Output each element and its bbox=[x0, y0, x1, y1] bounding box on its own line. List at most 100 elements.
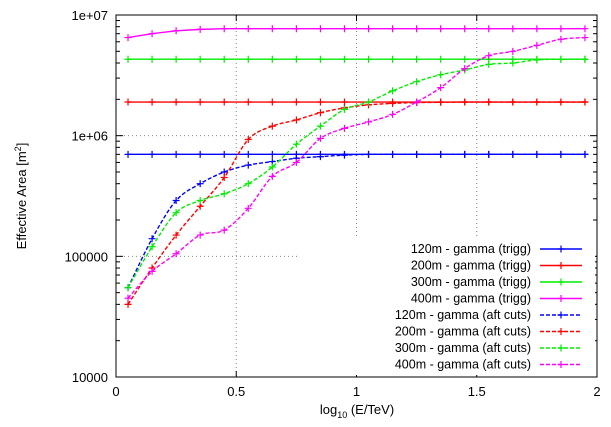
legend-marker bbox=[557, 262, 565, 269]
data-point bbox=[172, 197, 180, 205]
data-point bbox=[316, 134, 324, 142]
data-point bbox=[124, 300, 132, 308]
data-point bbox=[365, 150, 373, 158]
data-point bbox=[124, 294, 132, 302]
legend-marker bbox=[557, 245, 565, 253]
legend-label: 400m - gamma (aft cuts) bbox=[395, 358, 531, 372]
data-point bbox=[268, 98, 276, 106]
data-point bbox=[437, 98, 445, 106]
data-point bbox=[581, 34, 589, 42]
data-point bbox=[485, 150, 493, 158]
legend-label: 300m - gamma (trigg) bbox=[411, 275, 531, 289]
data-point bbox=[268, 150, 276, 158]
data-point bbox=[196, 231, 204, 239]
data-point bbox=[196, 197, 204, 205]
legend-entry: 400m - gamma (aft cuts) bbox=[395, 358, 582, 372]
data-point bbox=[268, 163, 276, 171]
data-point bbox=[413, 25, 421, 33]
data-point bbox=[389, 99, 397, 107]
data-point bbox=[340, 151, 348, 159]
legend-entry: 200m - gamma (aft cuts) bbox=[395, 325, 582, 339]
legend-label: 200m - gamma (trigg) bbox=[411, 259, 531, 273]
data-point bbox=[340, 124, 348, 132]
data-point bbox=[316, 109, 324, 117]
data-point bbox=[389, 25, 397, 33]
data-point bbox=[461, 25, 469, 33]
data-point bbox=[244, 161, 252, 169]
data-point bbox=[220, 55, 228, 63]
data-point bbox=[389, 110, 397, 118]
data-point bbox=[509, 47, 517, 55]
data-point bbox=[533, 25, 541, 33]
data-point bbox=[316, 122, 324, 130]
data-point bbox=[220, 25, 228, 33]
series-8 bbox=[124, 34, 589, 302]
data-point bbox=[533, 150, 541, 158]
data-point bbox=[172, 150, 180, 158]
data-point bbox=[389, 150, 397, 158]
data-point bbox=[557, 25, 565, 33]
data-point bbox=[172, 98, 180, 106]
data-point bbox=[316, 98, 324, 106]
data-point bbox=[244, 98, 252, 106]
data-point bbox=[292, 98, 300, 106]
x-tick-label: 2 bbox=[593, 384, 600, 399]
x-tick-label: 0 bbox=[112, 384, 119, 399]
data-point bbox=[485, 25, 493, 33]
data-point bbox=[413, 78, 421, 86]
data-point bbox=[148, 243, 156, 251]
data-point bbox=[148, 235, 156, 243]
y-axis-label-main: Effective Area [m bbox=[14, 151, 29, 249]
data-point bbox=[557, 35, 565, 43]
x-axis-label: log10 (E/TeV) bbox=[320, 402, 394, 420]
legend-marker bbox=[557, 311, 565, 319]
legend-label: 400m - gamma (trigg) bbox=[411, 292, 531, 306]
x-tick-label: 0.5 bbox=[227, 384, 245, 399]
data-point bbox=[437, 25, 445, 33]
y-tick-label: 1e+07 bbox=[71, 8, 108, 23]
data-point bbox=[365, 55, 373, 63]
data-point bbox=[244, 55, 252, 63]
y-axis-label-end: ] bbox=[14, 143, 29, 147]
legend-marker bbox=[557, 295, 565, 302]
data-point bbox=[389, 55, 397, 63]
legend-entry: 400m - gamma (trigg) bbox=[411, 292, 582, 306]
data-point bbox=[437, 150, 445, 158]
y-tick-label: 10000 bbox=[72, 370, 108, 385]
data-point bbox=[220, 150, 228, 158]
data-point bbox=[268, 25, 276, 33]
data-point bbox=[413, 98, 421, 106]
legend-marker bbox=[557, 361, 565, 368]
data-point bbox=[581, 150, 589, 158]
data-point bbox=[220, 226, 228, 234]
data-point bbox=[244, 25, 252, 33]
legend: 120m - gamma (trigg) 200m - gamma (trigg)… bbox=[300, 239, 595, 375]
data-point bbox=[485, 98, 493, 106]
legend-entry: 300m - gamma (trigg) bbox=[411, 275, 582, 289]
data-point bbox=[292, 158, 300, 166]
legend-label: 120m - gamma (trigg) bbox=[411, 242, 531, 256]
data-point bbox=[292, 116, 300, 124]
legend-marker bbox=[557, 344, 565, 352]
data-point bbox=[244, 135, 252, 143]
legend-entry: 120m - gamma (trigg) bbox=[411, 242, 582, 256]
y-axis-label: Effective Area [m2] bbox=[13, 143, 29, 250]
data-point bbox=[316, 25, 324, 33]
data-point bbox=[461, 150, 469, 158]
data-point bbox=[365, 118, 373, 126]
data-point bbox=[485, 60, 493, 68]
series-6 bbox=[124, 98, 589, 308]
data-point bbox=[268, 172, 276, 180]
x-axis-label-rest: (E/TeV) bbox=[347, 402, 394, 417]
data-point bbox=[244, 180, 252, 188]
data-point bbox=[220, 98, 228, 106]
data-point bbox=[413, 55, 421, 63]
series-7 bbox=[124, 55, 589, 292]
data-point bbox=[485, 52, 493, 60]
x-axis-label-subscript: 10 bbox=[337, 410, 347, 420]
data-point bbox=[461, 65, 469, 73]
legend-entry: 120m - gamma (aft cuts) bbox=[395, 308, 582, 322]
data-point bbox=[220, 174, 228, 182]
x-axis-label-main: log bbox=[320, 402, 337, 417]
